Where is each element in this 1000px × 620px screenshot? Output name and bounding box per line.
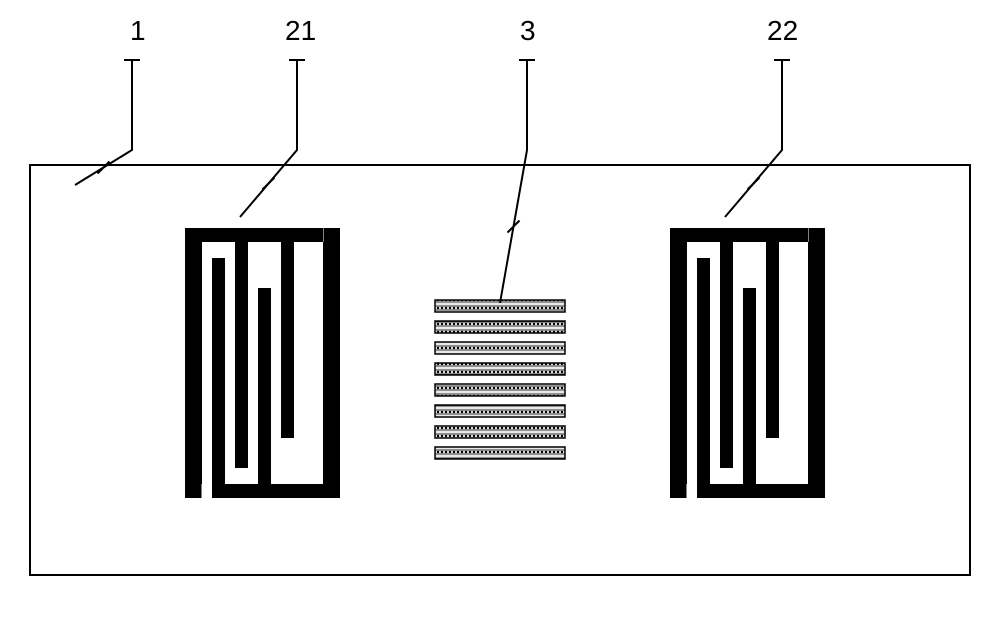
diagram-svg: 1 21 3 22	[0, 0, 1000, 620]
label-22: 22	[767, 15, 798, 46]
idt-left	[185, 228, 340, 498]
leader-22	[725, 60, 782, 217]
label-1: 1	[130, 15, 146, 46]
reflector-grating	[435, 300, 565, 459]
leader-21	[240, 60, 297, 217]
label-3: 3	[520, 15, 536, 46]
diagram-canvas: 1 21 3 22	[0, 0, 1000, 620]
label-21: 21	[285, 15, 316, 46]
idt-right	[670, 228, 825, 498]
leader-3	[500, 60, 527, 303]
